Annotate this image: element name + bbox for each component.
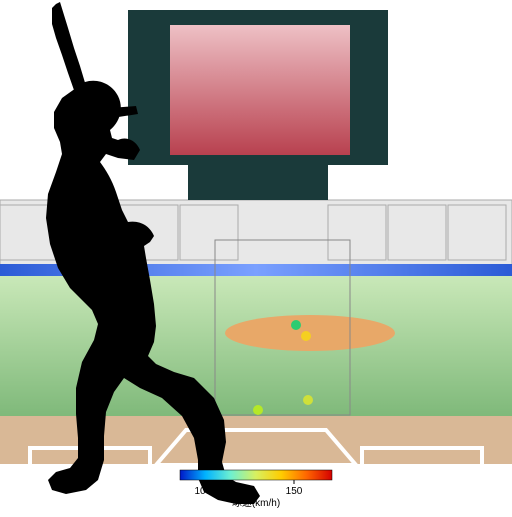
colorbar-tick-label: 150	[286, 486, 303, 497]
stand-panel	[448, 205, 506, 260]
pitch-point	[253, 405, 263, 415]
colorbar	[180, 470, 332, 480]
chart-svg: 100 150 球速(km/h)	[0, 0, 512, 512]
colorbar-tick-label: 100	[194, 486, 211, 497]
pitch-point	[291, 320, 301, 330]
colorbar-axis-label: 球速(km/h)	[232, 496, 280, 509]
pitch-point	[303, 395, 313, 405]
stand-panel	[388, 205, 446, 260]
pitch-location-chart: 100 150 球速(km/h)	[0, 0, 512, 512]
scoreboard-neck	[188, 165, 328, 200]
stand-panel	[328, 205, 386, 260]
stand-panel	[180, 205, 238, 260]
pitch-point	[301, 331, 311, 341]
scoreboard-screen	[170, 25, 350, 155]
